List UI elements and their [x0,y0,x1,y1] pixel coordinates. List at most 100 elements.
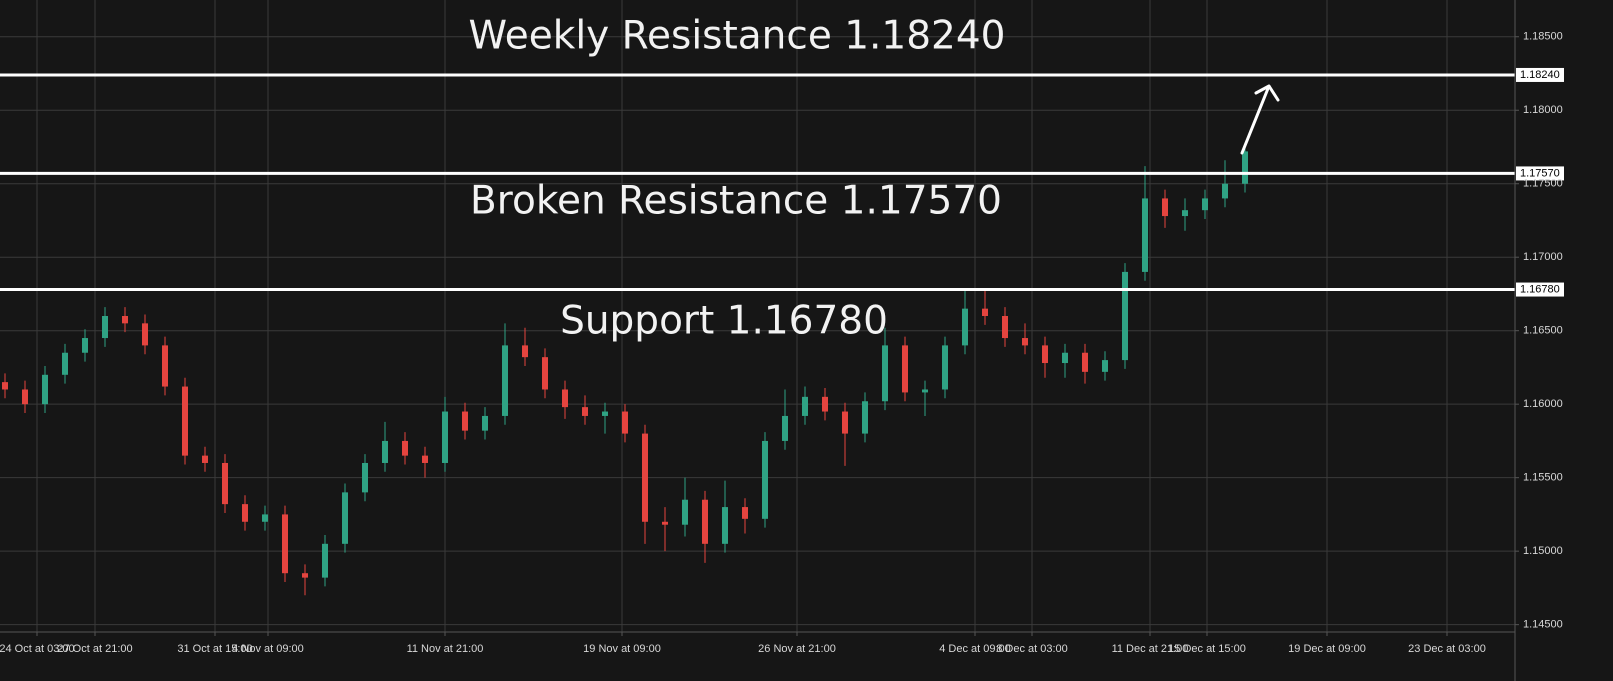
candle-body [842,411,848,434]
candle-body [1122,271,1128,361]
level-label: Support 1.16780 [560,299,888,344]
candle-body [202,455,208,463]
level-tag: 1.18240 [1520,69,1560,81]
x-tick-label: 4 Dec at 09:00 [939,643,1011,655]
candle-body [1162,198,1168,217]
candle-body [42,374,48,405]
candles [2,142,1248,596]
level-tag: 1.16780 [1520,283,1560,295]
candle-body [1242,151,1248,184]
x-tick-label: 31 Oct at 15:00 [177,643,252,655]
candle-body [1082,352,1088,372]
y-tick-label: 1.17000 [1523,251,1563,263]
candle-body [542,357,548,390]
candle-body [282,514,288,574]
candle-body [782,415,788,441]
candle-body [322,543,328,578]
candle-body [102,316,108,339]
levels: Weekly Resistance 1.18240 1.18240 Broken R… [0,14,1564,344]
candle-body [82,338,88,353]
candle-body [822,396,828,412]
x-tick-label: 26 Nov at 21:00 [758,643,836,655]
candle-body [1002,316,1008,339]
candle-body [742,507,748,519]
candle-body [302,573,308,578]
candle-body [162,345,168,387]
x-tick-label: 15 Dec at 15:00 [1168,643,1246,655]
candle-body [662,521,668,525]
candle-body [222,462,228,505]
candle-body [1022,338,1028,346]
y-tick-label: 1.17500 [1523,178,1563,190]
candle-body [242,504,248,522]
x-tick-label: 11 Nov at 21:00 [407,643,484,655]
candle-body [62,352,68,375]
level-label: Broken Resistance 1.17570 [470,179,1002,224]
candle-body [702,499,708,544]
candle-body [1042,345,1048,364]
candle-body [582,407,588,416]
candle-body [982,308,988,316]
candle-body [502,345,508,416]
candle-body [622,411,628,434]
candle-body [1182,210,1188,217]
x-tick-label: 11 Dec at 21:00 [1112,643,1189,655]
y-tick-label: 1.18500 [1523,31,1563,43]
candle-body [522,345,528,358]
x-tick-label: 27 Oct at 21:00 [57,643,132,655]
y-tick-label: 1.16000 [1523,398,1563,410]
candle-body [722,507,728,544]
candle-body [262,514,268,522]
candle-body [562,389,568,408]
candle-body [762,440,768,519]
y-tick-label: 1.15500 [1523,472,1563,484]
candle-body [1102,360,1108,372]
candle-body [182,386,188,456]
candle-body [342,492,348,544]
candle-body [1222,183,1228,199]
candle-body [1062,352,1068,364]
candle-body [902,345,908,393]
y-tick-label: 1.14500 [1523,619,1563,631]
candle-body [602,411,608,416]
candle-body [122,316,128,324]
level-tag-box [1516,67,1564,82]
level-label: Weekly Resistance 1.18240 [469,14,1006,59]
candle-body [442,411,448,463]
candle-body [362,462,368,493]
candle-body [462,411,468,431]
candle-body [942,345,948,390]
candle-body [2,382,8,390]
x-tick-label: 4 Nov at 09:00 [232,643,304,655]
x-tick-label: 24 Oct at 03:00 [0,643,75,655]
candle-body [402,440,408,456]
candle-body [1202,198,1208,211]
y-tick-label: 1.15000 [1523,545,1563,557]
candle-body [642,433,648,522]
x-tick-label: 23 Dec at 03:00 [1408,643,1486,655]
level-tag: 1.17570 [1520,167,1560,179]
grid [0,0,1515,632]
x-tick-label: 19 Nov at 09:00 [583,643,661,655]
candle-body [482,415,488,431]
candle-body [682,499,688,525]
arrow [1240,84,1280,155]
y-tick-label: 1.16500 [1523,325,1563,337]
candle-body [382,440,388,463]
level-tag-box [1516,282,1564,297]
candle-body [422,455,428,463]
y-tick-label: 1.18000 [1523,104,1563,116]
candle-body [802,396,808,416]
x-tick-label: 19 Dec at 09:00 [1288,643,1366,655]
candle-body [142,323,148,346]
candle-body [882,345,888,402]
candle-body [862,401,868,434]
level-tag-box [1516,166,1564,181]
candle-body [962,308,968,346]
candle-body [922,389,928,393]
x-tick-label: 8 Dec at 03:00 [996,643,1068,655]
axes: 1.14500 1.15000 1.15500 1.16000 1.16500 1.170… [0,31,1563,655]
